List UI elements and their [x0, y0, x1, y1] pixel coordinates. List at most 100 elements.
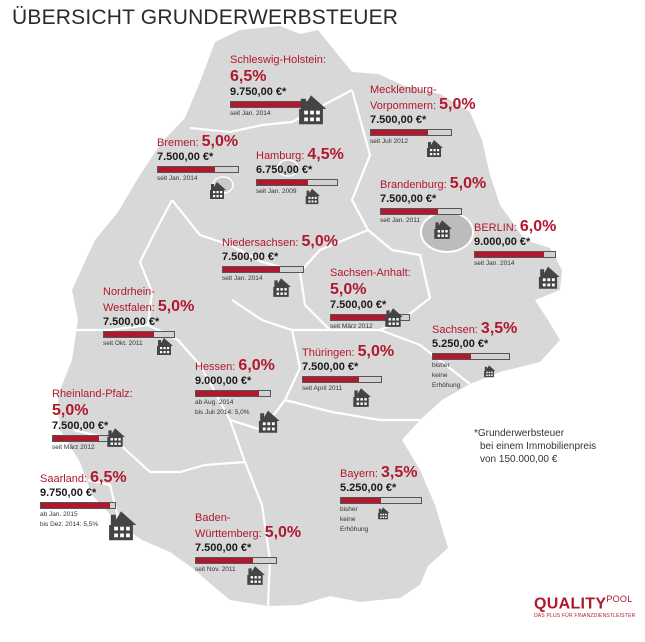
- state-amount: 9.000,00 €*: [195, 375, 252, 387]
- state-name: Brandenburg:: [380, 179, 450, 191]
- bar-fill: [196, 391, 260, 396]
- state-rate: 3,5%: [380, 464, 418, 481]
- bar-fill: [433, 354, 471, 359]
- quality-pool-logo: QUALITYPOOL DAS PLUS FÜR FINANZDIENSTLEI…: [534, 594, 635, 619]
- bar-fill: [331, 315, 387, 320]
- state-since: seit Jan. 2014: [230, 110, 271, 117]
- state-rate: 5,0%: [264, 524, 302, 541]
- bar-fill: [371, 130, 429, 135]
- house-icon: [207, 180, 227, 205]
- state-amount: 5.250,00 €*: [340, 482, 397, 494]
- state-rate: 3,5%: [480, 320, 518, 337]
- state-name: Hamburg:: [256, 150, 308, 162]
- state-since: seit Juli 2012: [370, 138, 408, 145]
- house-icon: [382, 306, 404, 333]
- state-name: Thüringen:: [302, 347, 358, 359]
- state-ni: Niedersachsen: 5,0% 7.500,00 €* seit Jan. …: [222, 233, 344, 283]
- state-amount: 9.750,00 €*: [230, 86, 287, 98]
- state-amount: 7.500,00 €*: [330, 299, 387, 311]
- state-nw: Nordrhein- Westfalen: 5,0% 7.500,00 €* seit…: [103, 286, 215, 348]
- house-icon: [270, 276, 292, 303]
- house-icon: [431, 218, 453, 245]
- state-since: seit Jan. 2014: [157, 175, 198, 182]
- state-be: BERLIN: 6,0% 9.000,00 €* seit Jan. 2014: [474, 218, 596, 268]
- state-since: bisher: [340, 506, 358, 513]
- state-since: keine: [340, 516, 356, 523]
- house-icon: [376, 506, 390, 525]
- state-name: Rheinland-Pfalz:: [52, 388, 133, 400]
- state-sl: Saarland: 6,5% 9.750,00 €* ab Jan. 2015 bis…: [40, 469, 156, 529]
- bar-mv: [370, 129, 452, 136]
- state-amount: 9.750,00 €*: [40, 487, 97, 499]
- bar-fill: [53, 436, 99, 441]
- bar-hh: [256, 179, 338, 186]
- state-amount: 7.500,00 €*: [52, 420, 109, 432]
- state-since: bis Juli 2014: 5,0%: [195, 409, 250, 416]
- state-name: Sachsen-Anhalt:: [330, 267, 411, 279]
- state-sh: Schleswig-Holstein: 6,5% 9.750,00 €* seit …: [230, 50, 356, 118]
- bar-fill: [223, 267, 281, 272]
- state-since: bis Dez. 2014: 5,5%: [40, 521, 99, 528]
- state-rate: 5,0%: [157, 298, 195, 315]
- state-amount: 7.500,00 €*: [222, 251, 279, 263]
- house-icon: [303, 187, 321, 210]
- state-since: ab Jan. 2015: [40, 511, 78, 518]
- state-amount: 6.750,00 €*: [256, 164, 313, 176]
- state-amount: 7.500,00 €*: [370, 114, 427, 126]
- bar-nw: [103, 331, 175, 338]
- state-name: Baden-: [195, 512, 231, 524]
- state-since: keine: [432, 372, 448, 379]
- state-name: BERLIN:: [474, 222, 520, 234]
- hamburg-area: [277, 159, 299, 177]
- state-since: bisher: [432, 362, 450, 369]
- footnote-line: von 150.000,00 €: [480, 454, 558, 465]
- bar-fill: [475, 252, 544, 257]
- state-rate: 6,5%: [90, 469, 127, 486]
- bar-be: [474, 251, 556, 258]
- bar-fill: [303, 377, 359, 382]
- state-name: Württemberg:: [195, 528, 265, 540]
- state-since: ab Aug. 2014: [195, 399, 234, 406]
- bar-by: [340, 497, 422, 504]
- state-rate: 5,0%: [439, 96, 476, 113]
- state-name: Mecklenburg-: [370, 84, 437, 96]
- state-since: seit März 2012: [330, 323, 373, 330]
- bar-bb: [380, 208, 462, 215]
- state-amount: 7.500,00 €*: [195, 542, 252, 554]
- state-amount: 9.000,00 €*: [474, 236, 531, 248]
- bar-fill: [381, 209, 439, 214]
- state-by: Bayern: 3,5% 5.250,00 €* bisher keine Erhöhu…: [340, 464, 462, 534]
- state-since: seit Jan. 2009: [256, 188, 297, 195]
- state-since: seit Okt. 2011: [103, 340, 143, 347]
- state-amount: 7.500,00 €*: [380, 193, 437, 205]
- state-rate: 6,5%: [230, 68, 267, 85]
- bar-fill: [158, 167, 216, 172]
- page-title: ÜBERSICHT GRUNDERWERBSTEUER: [12, 6, 399, 29]
- state-mv: Mecklenburg- Vorpommern: 5,0% 7.500,00 €* s…: [370, 84, 492, 146]
- logo-brand: QUALITY: [534, 595, 607, 613]
- state-since: seit Nov. 2011: [195, 566, 236, 573]
- state-rate: 4,5%: [307, 146, 344, 163]
- house-icon: [244, 564, 266, 591]
- state-name: Schleswig-Holstein:: [230, 54, 326, 66]
- state-hb: Bremen: 5,0% 7.500,00 €* seit Jan. 2014: [157, 133, 279, 183]
- house-icon: [154, 336, 174, 361]
- logo-pool: POOL: [606, 594, 633, 604]
- state-since: Erhöhung: [340, 526, 369, 533]
- bar-fill: [41, 503, 110, 508]
- bar-fill: [231, 102, 309, 107]
- state-th: Thüringen: 5,0% 7.500,00 €* seit April 201…: [302, 343, 422, 393]
- bar-bw: [195, 557, 277, 564]
- bar-fill: [196, 558, 254, 563]
- state-rate: 5,0%: [330, 281, 367, 298]
- logo-tagline: DAS PLUS FÜR FINANZDIENSTLEISTER: [534, 613, 636, 620]
- footnote: *Grunderwerbsteuer bei einem Immobilienp…: [474, 427, 596, 466]
- bar-hb: [157, 166, 239, 173]
- house-icon: [104, 426, 126, 453]
- state-name: Bremen:: [157, 137, 202, 149]
- state-rate: 5,0%: [449, 175, 487, 192]
- state-rate: 5,0%: [52, 402, 89, 419]
- state-rp: Rheinland-Pfalz: 5,0% 7.500,00 €* seit Mär…: [52, 384, 158, 452]
- state-since: seit März 2012: [52, 444, 95, 451]
- bar-sn: [432, 353, 510, 360]
